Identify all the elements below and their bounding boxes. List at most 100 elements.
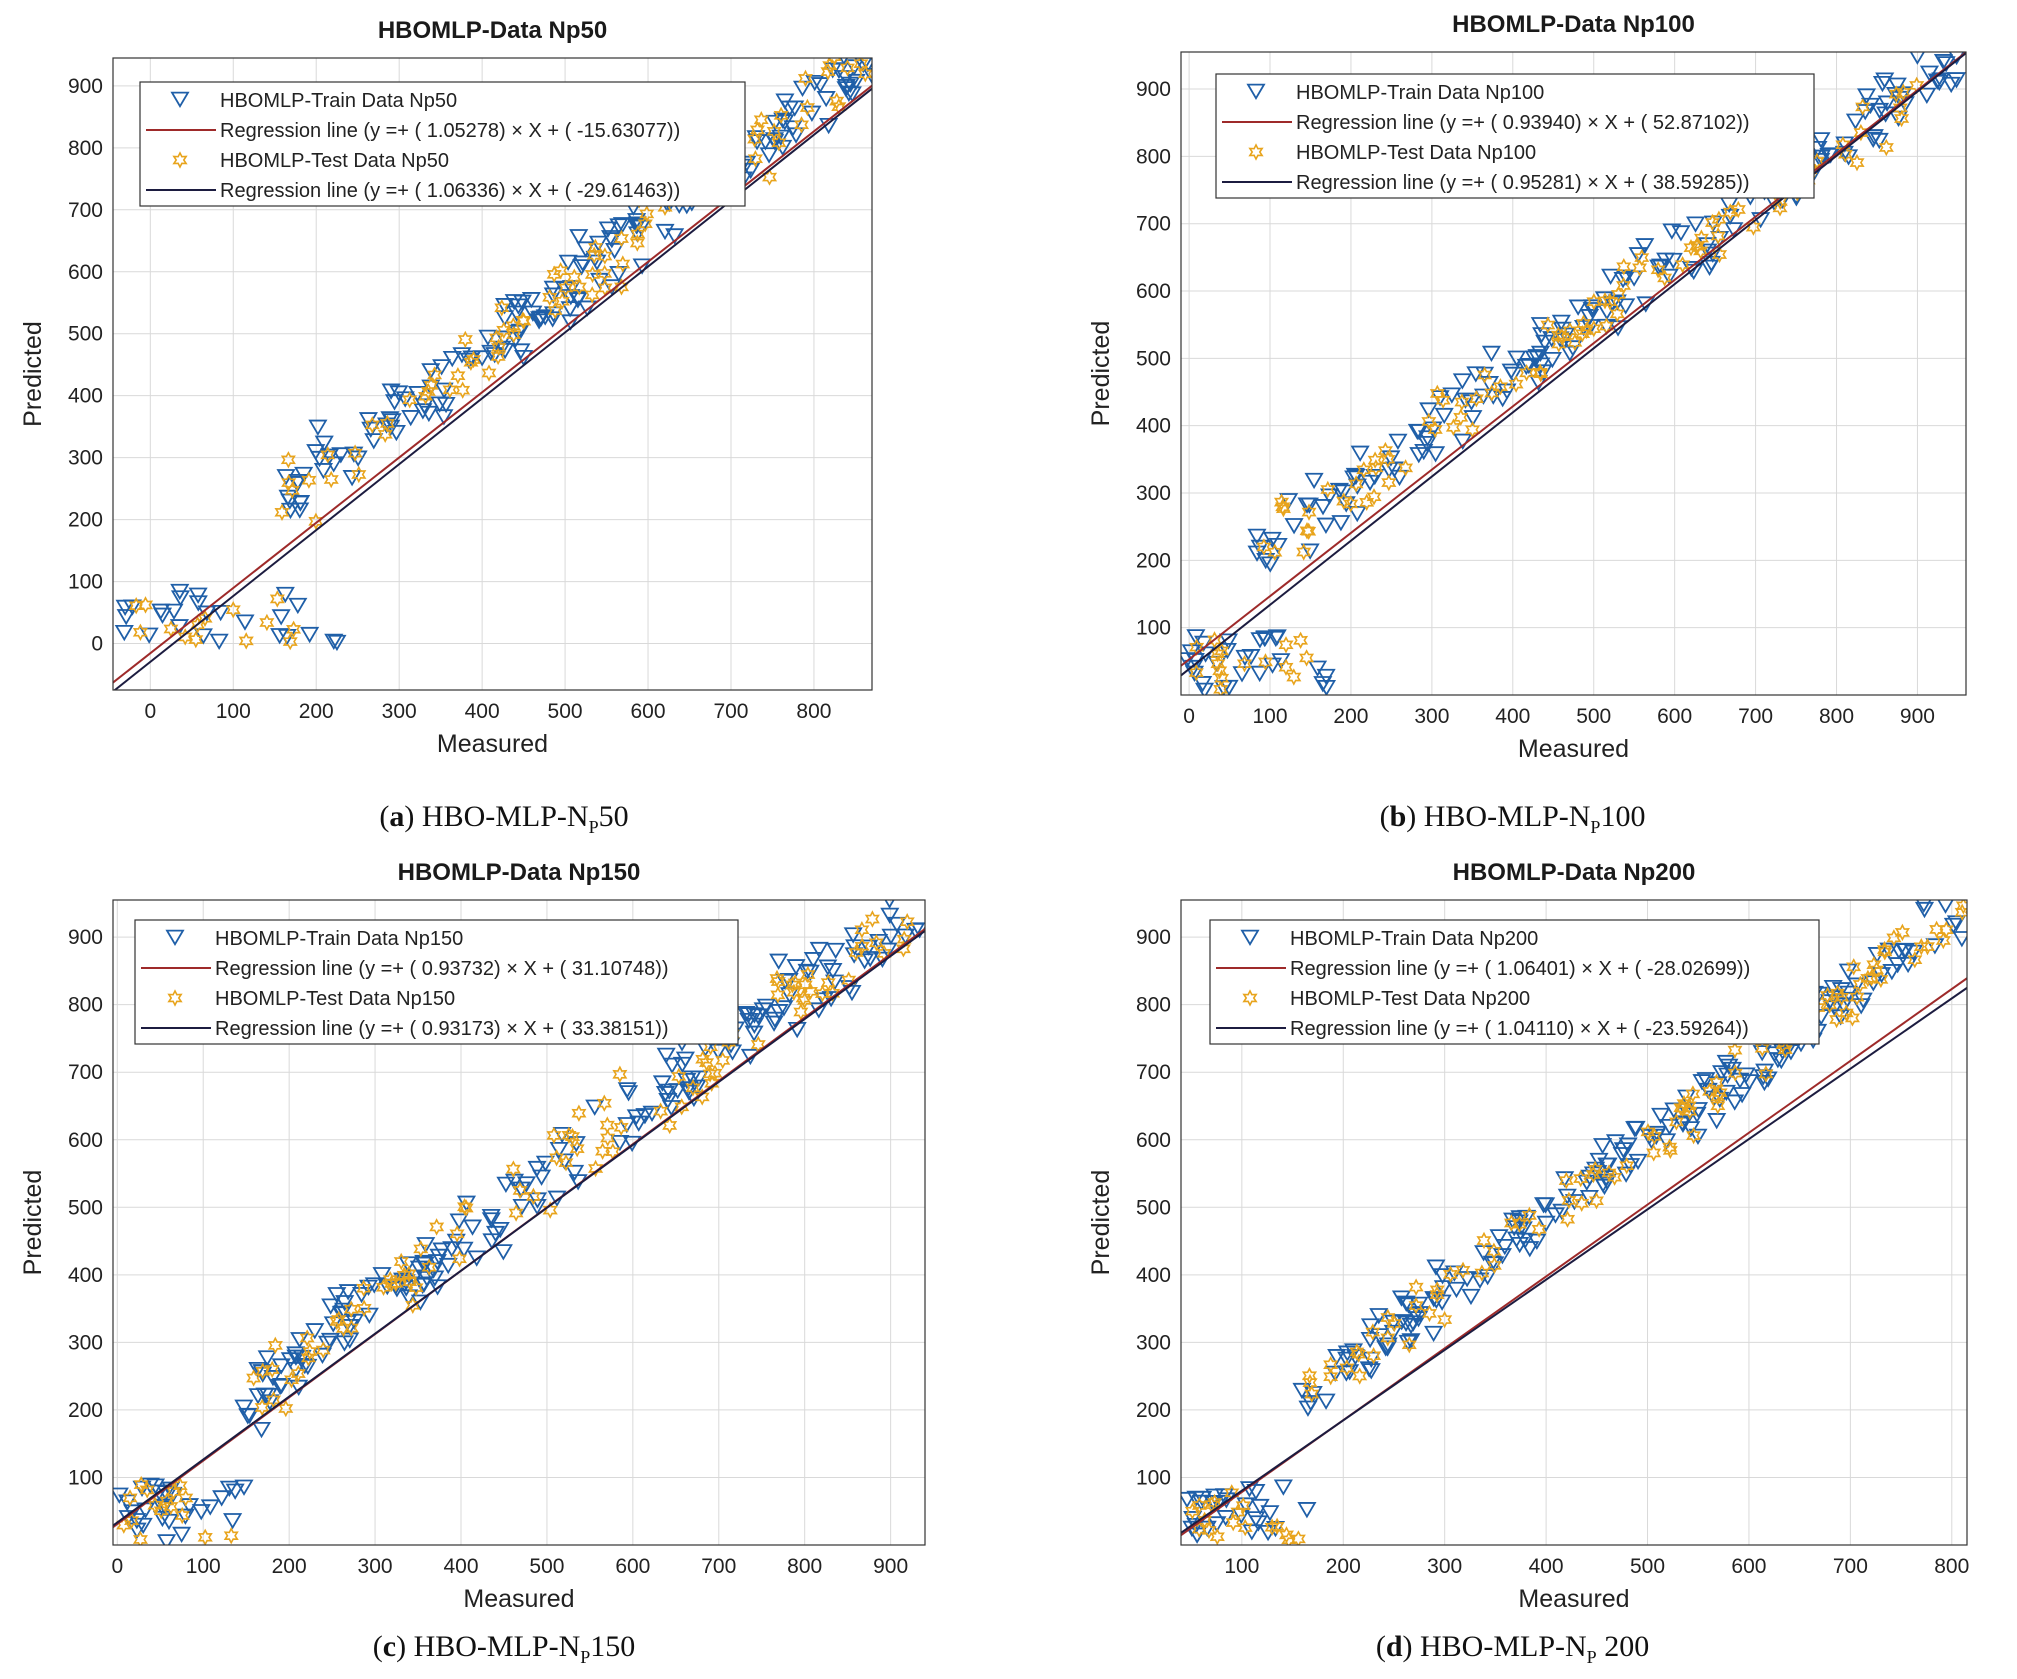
train-point xyxy=(1388,433,1408,450)
test-point xyxy=(1454,393,1470,411)
train-point xyxy=(1616,298,1636,315)
y-axis-label: Predicted xyxy=(19,1170,47,1276)
x-tick-label: 600 xyxy=(615,1555,650,1578)
train-point xyxy=(800,964,820,981)
train-point xyxy=(1495,1238,1515,1256)
y-tick-label: 800 xyxy=(68,994,103,1017)
train-point xyxy=(565,1164,585,1182)
test-point xyxy=(402,391,418,409)
test-point xyxy=(547,301,563,320)
test-point xyxy=(564,1127,581,1146)
data-layer xyxy=(113,871,925,1545)
test-point xyxy=(1674,255,1691,274)
y-tick-label: 900 xyxy=(1136,78,1171,101)
test-point xyxy=(831,97,847,116)
test-point xyxy=(1609,305,1625,323)
train-point xyxy=(1688,1128,1708,1146)
x-tick-label: 500 xyxy=(529,1555,564,1578)
train-point xyxy=(251,1421,272,1439)
legend-box xyxy=(134,919,739,1045)
train-point xyxy=(1937,900,1954,914)
x-tick-label: 700 xyxy=(1833,1555,1868,1578)
train-point xyxy=(432,359,452,376)
x-tick-label: 800 xyxy=(796,700,831,723)
regression-line-test xyxy=(1181,987,1967,1534)
test-point xyxy=(356,1279,372,1297)
train-point xyxy=(1493,391,1513,408)
y-tick-label: 700 xyxy=(1136,213,1171,236)
test-point xyxy=(786,983,802,1001)
train-point xyxy=(496,1176,516,1193)
train-point xyxy=(1651,1107,1671,1125)
test-point xyxy=(1296,543,1312,561)
test-point xyxy=(586,246,602,264)
train-point xyxy=(512,294,532,311)
test-point xyxy=(900,871,912,885)
regression-line-test xyxy=(113,930,925,1527)
test-point xyxy=(1730,200,1746,219)
train-point xyxy=(1183,1511,1203,1528)
train-point xyxy=(1417,430,1438,447)
legend-label: HBOMLP-Train Data Np150 xyxy=(215,928,463,950)
train-point xyxy=(308,419,328,436)
test-point xyxy=(1293,631,1309,649)
train-point xyxy=(434,382,454,399)
x-tick-label: 100 xyxy=(1252,705,1287,728)
test-point xyxy=(1207,631,1223,649)
test-point xyxy=(1468,389,1484,408)
train-point xyxy=(855,953,875,970)
test-point xyxy=(1602,292,1618,311)
train-point xyxy=(286,1349,306,1366)
test-point xyxy=(132,623,148,642)
x-tick-label: 0 xyxy=(111,1555,123,1578)
train-point xyxy=(172,1526,192,1544)
legend-label: HBOMLP-Train Data Np100 xyxy=(1296,82,1544,104)
test-point xyxy=(857,65,872,83)
train-point xyxy=(1659,1118,1679,1136)
y-tick-label: 400 xyxy=(68,1264,103,1287)
test-point xyxy=(629,234,645,252)
x-tick-label: 500 xyxy=(1576,705,1611,728)
test-point xyxy=(281,473,297,492)
test-point xyxy=(1427,420,1443,439)
train-point xyxy=(765,134,785,151)
chart-panel-c: HBOMLP-Data Np150 0 100 200 300 400 500 600 700 8… xyxy=(0,855,1008,1679)
test-point xyxy=(223,1526,239,1545)
train-point xyxy=(656,1047,676,1065)
test-point xyxy=(1474,1264,1490,1282)
test-point xyxy=(429,1218,445,1236)
x-tick-label: 400 xyxy=(1495,705,1530,728)
test-point xyxy=(1351,1345,1367,1363)
test-point xyxy=(1225,1513,1241,1532)
train-point xyxy=(495,298,515,315)
test-point xyxy=(829,92,845,110)
test-point xyxy=(1938,920,1954,939)
train-point xyxy=(1929,74,1949,92)
test-point xyxy=(1727,1041,1743,1059)
test-point xyxy=(408,1278,424,1297)
train-point xyxy=(1589,1152,1609,1170)
test-point xyxy=(1681,1097,1697,1115)
y-tick-label: 200 xyxy=(68,1399,103,1422)
x-tick-label: 200 xyxy=(1326,1555,1361,1578)
test-point xyxy=(1578,321,1594,340)
test-point xyxy=(558,279,574,297)
train-point xyxy=(1564,1194,1584,1211)
test-point xyxy=(840,59,856,77)
test-point xyxy=(569,1140,585,1158)
test-point xyxy=(1710,227,1726,245)
legend-label: Regression line (y =+ ( 0.95281) × X + (… xyxy=(1296,172,1750,194)
test-point xyxy=(787,974,803,992)
test-point xyxy=(554,292,570,310)
train-point xyxy=(1527,1233,1547,1250)
x-tick-label: 200 xyxy=(1333,705,1368,728)
train-point xyxy=(1811,152,1831,170)
y-axis-label: Predicted xyxy=(1087,1170,1115,1276)
train-point xyxy=(340,1319,360,1336)
train-point xyxy=(1594,1178,1615,1196)
test-point xyxy=(299,1329,315,1347)
train-point xyxy=(1186,629,1206,646)
train-point xyxy=(159,1513,179,1531)
test-point xyxy=(347,444,363,462)
train-point xyxy=(543,287,563,304)
